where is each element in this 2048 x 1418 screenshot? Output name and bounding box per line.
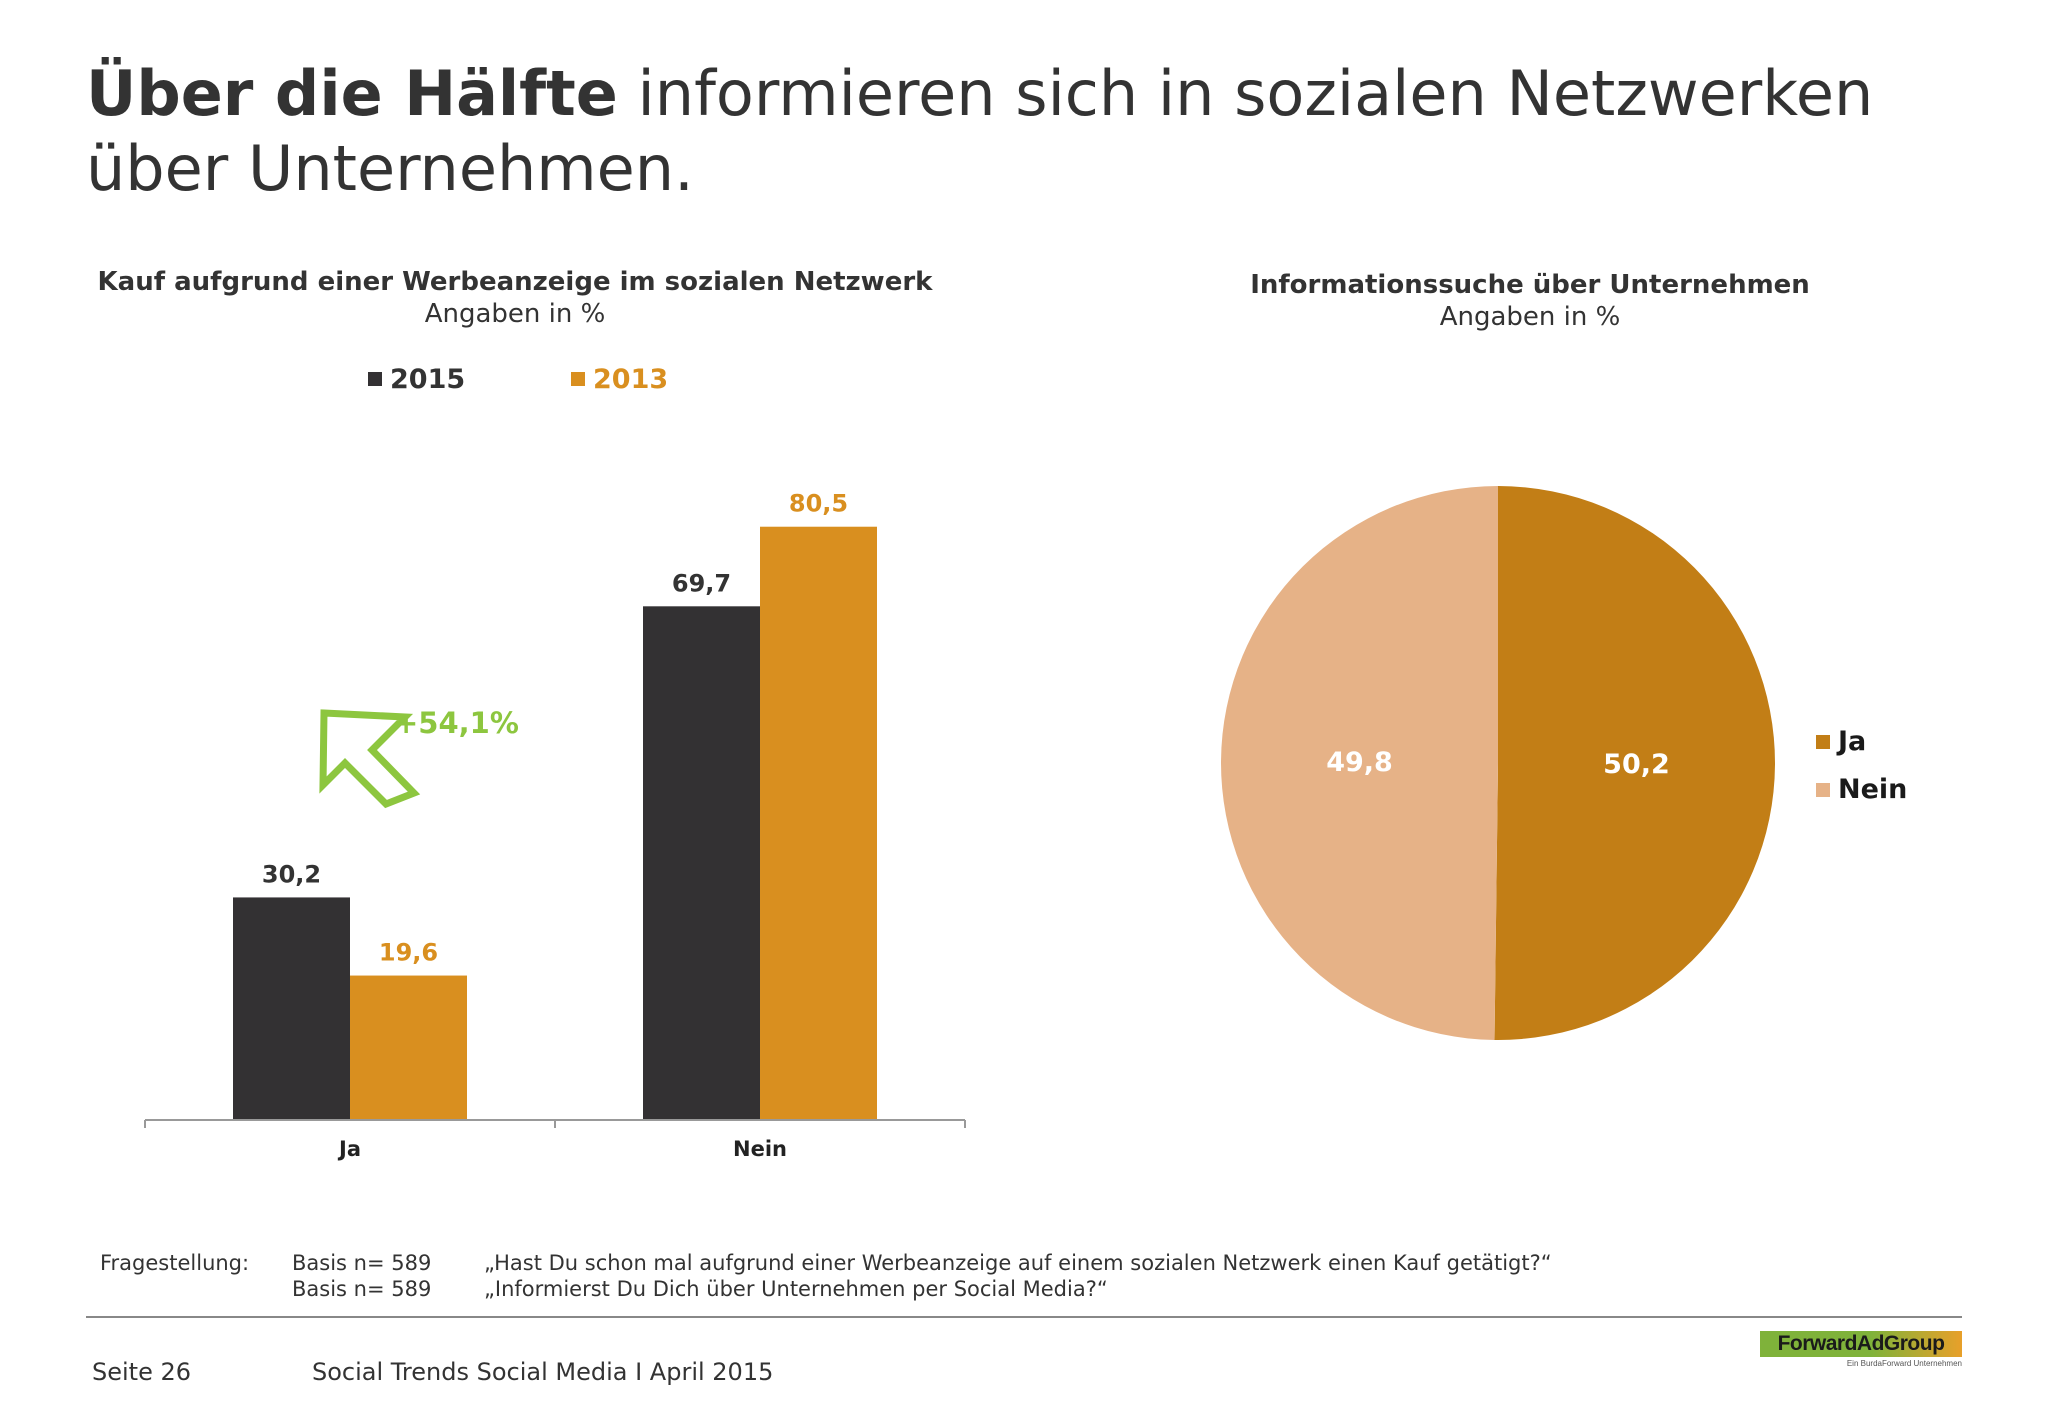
bar-chart-subtitle: Angaben in % (424, 299, 606, 329)
growth-annotation: +54,1% (319, 706, 519, 809)
pie-legend-label-Ja: Ja (1836, 726, 1866, 757)
bar-value-Nein-2015: 69,7 (672, 569, 731, 597)
publication-title: Social Trends Social Media I April 2015 (312, 1358, 774, 1386)
bar-Nein-2015 (643, 606, 760, 1120)
bar-chart-legend: 2015 2013 (368, 364, 668, 395)
forwardadgroup-logo: ForwardAdGroup Ein BurdaForward Unterneh… (1760, 1331, 1962, 1368)
pie-chart: 50,2 49,8 Ja Nein (1220, 486, 1907, 1040)
pie-legend-swatch-Nein (1816, 783, 1830, 797)
footer-divider (86, 1316, 1962, 1318)
pie-legend-label-Nein: Nein (1838, 774, 1907, 805)
footnote-basis-2: Basis n= 589 (292, 1277, 432, 1301)
logo-tagline: Ein BurdaForward Unternehmen (1846, 1359, 1962, 1368)
pie-chart-heading: Informationssuche über Unternehmen Angab… (1180, 269, 1880, 333)
page-title-bold: Über die Hälfte (86, 57, 618, 130)
pie-chart-subtitle: Angaben in % (1439, 302, 1621, 332)
page-number: Seite 26 (92, 1358, 192, 1386)
bar-value-Ja-2013: 19,6 (379, 939, 438, 967)
bar-chart-x-axis: Ja Nein (144, 1119, 966, 1161)
x-tick-label-Ja: Ja (337, 1137, 361, 1161)
legend-swatch-2015 (368, 372, 382, 386)
pie-legend-swatch-Ja (1816, 735, 1830, 749)
footnote-question-2: „Informierst Du Dich über Unternehmen pe… (484, 1277, 1108, 1301)
legend-label-2013: 2013 (593, 364, 668, 395)
pie-slice-Ja (1494, 486, 1775, 1040)
footnote-label: Fragestellung: (100, 1251, 250, 1275)
bar-value-Nein-2013: 80,5 (789, 490, 848, 518)
bar-value-Ja-2015: 30,2 (262, 860, 321, 888)
arrow-up-left-icon (319, 709, 421, 809)
page-title-rest: informieren sich in sozialen Netzwerken … (86, 57, 1874, 205)
bar-Nein-2013 (760, 526, 877, 1120)
x-tick-label-Nein: Nein (733, 1137, 787, 1161)
legend-swatch-2013 (571, 372, 585, 386)
bar-Ja-2013 (350, 975, 467, 1120)
bar-chart-heading: Kauf aufgrund einer Werbeanzeige im sozi… (60, 266, 970, 330)
bar-chart-marks: 30,2 19,6 69,7 80,5 (233, 490, 877, 1120)
pie-slice-Nein (1220, 486, 1498, 1040)
logo-wordmark: ForwardAdGroup (1760, 1331, 1962, 1357)
pie-label-Ja: 50,2 (1603, 749, 1670, 780)
growth-label: +54,1% (394, 706, 519, 740)
legend-label-2015: 2015 (390, 364, 465, 395)
bar-chart-title: Kauf aufgrund einer Werbeanzeige im sozi… (97, 267, 933, 297)
pie-label-Nein: 49,8 (1326, 747, 1393, 778)
bar-chart: 2015 2013 30,2 19,6 69,7 80,5 Ja Nein +54,1% (144, 364, 966, 1161)
pie-chart-title: Informationssuche über Unternehmen (1250, 270, 1810, 300)
footnote-question-1: „Hast Du schon mal aufgrund einer Werbea… (484, 1251, 1552, 1275)
pie-chart-legend: Ja Nein (1816, 726, 1907, 805)
pie-chart-marks: 50,2 49,8 (1220, 486, 1775, 1040)
bar-Ja-2015 (233, 897, 350, 1120)
page-title: Über die Hälfte informieren sich in sozi… (86, 56, 1986, 206)
footnote-basis-1: Basis n= 589 (292, 1251, 432, 1275)
